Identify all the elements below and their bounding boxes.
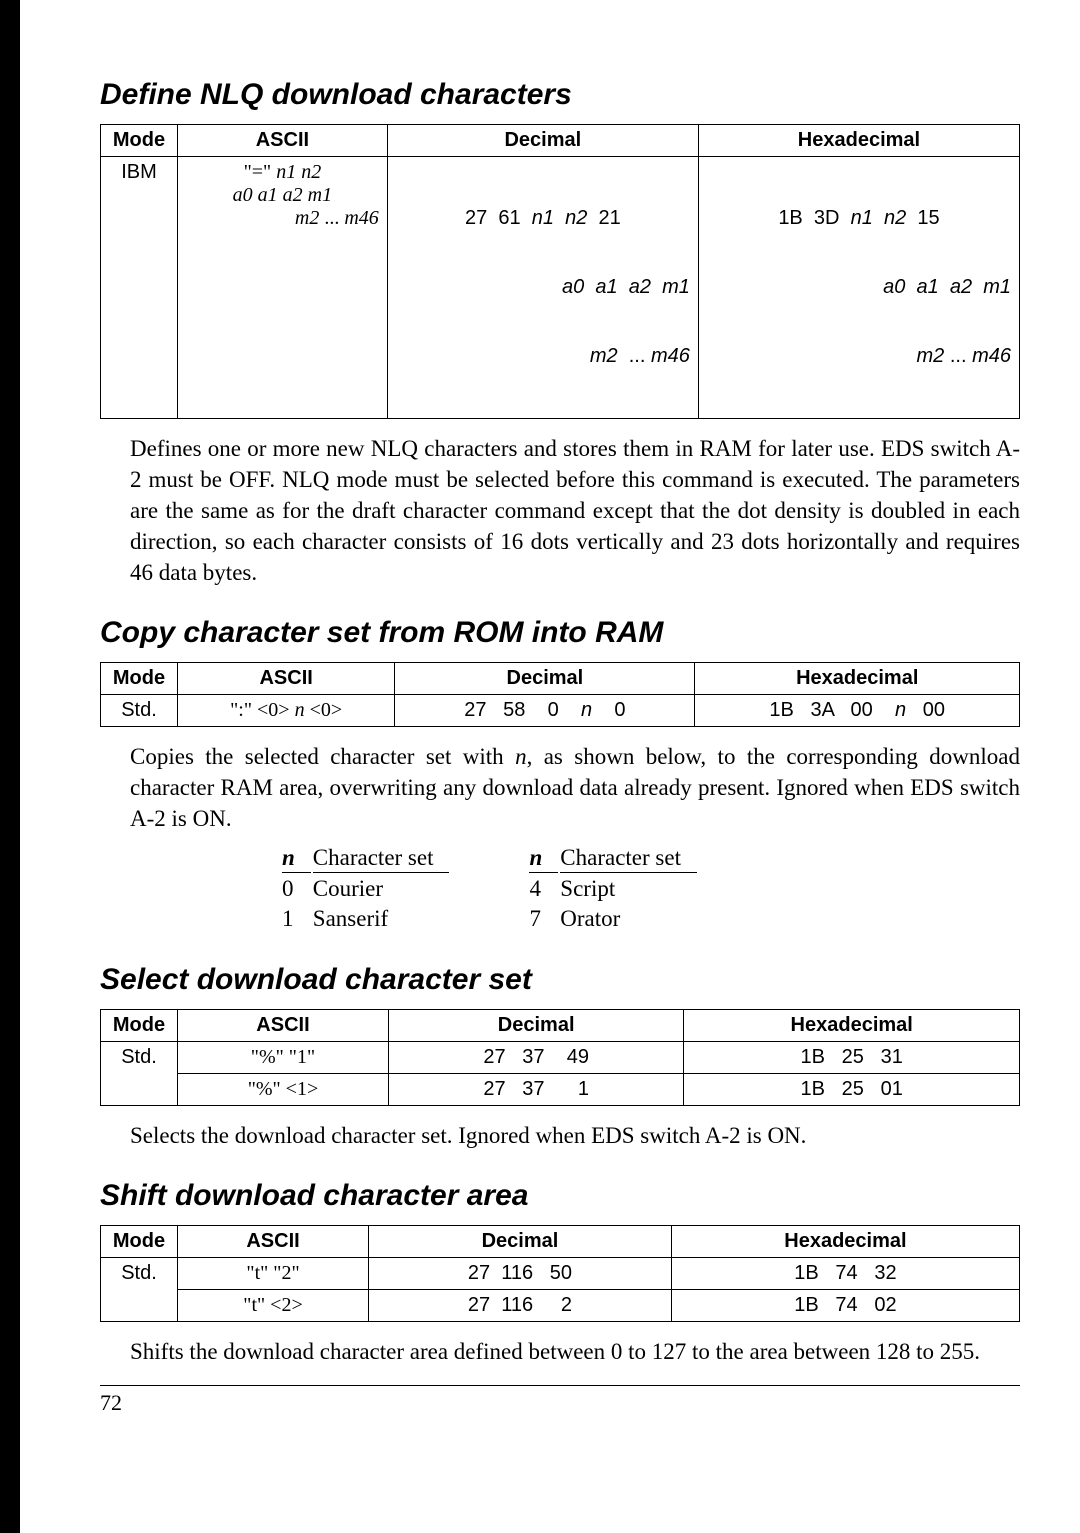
hex-line: 1B 3D n1 n2 15 bbox=[707, 207, 1011, 230]
hex-cell: 1B 25 31 bbox=[684, 1042, 1020, 1074]
charset-label-header: Character set bbox=[560, 844, 697, 873]
hex-cell: 1B 3A 00 n 00 bbox=[695, 695, 1020, 727]
section-title: Shift download character area bbox=[100, 1179, 1020, 1213]
ascii-cell: "t" <2> bbox=[178, 1290, 369, 1322]
col-decimal: Decimal bbox=[387, 125, 698, 157]
col-mode: Mode bbox=[101, 1010, 178, 1042]
charset-name: Orator bbox=[560, 905, 697, 933]
ascii-cell: "%" <1> bbox=[178, 1074, 389, 1106]
page-number: 72 bbox=[100, 1385, 1020, 1416]
dec-line: 27 61 n1 n2 21 bbox=[396, 207, 690, 230]
charset-name: Script bbox=[560, 875, 697, 903]
charset-name: Courier bbox=[313, 875, 450, 903]
col-mode: Mode bbox=[101, 125, 178, 157]
charset-n-header: n bbox=[282, 845, 295, 870]
decimal-cell: 27 37 1 bbox=[388, 1074, 683, 1106]
ascii-cell: ":" <0> n <0> bbox=[178, 695, 395, 727]
charset-label-header: Character set bbox=[313, 844, 450, 873]
page: Define NLQ download characters Mode ASCI… bbox=[0, 0, 1080, 1446]
section-title: Select download character set bbox=[100, 963, 1020, 997]
hex-cell: 1B 3D n1 n2 15 a0 a1 a2 m1 m2 ... m46 bbox=[698, 157, 1019, 419]
body-text: Copies the selected character set with n… bbox=[130, 741, 1020, 834]
hex-line: m2 ... m46 bbox=[707, 345, 1011, 368]
col-hex: Hexadecimal bbox=[695, 663, 1020, 695]
ascii-cell: "=" n1 n2 a0 a1 a2 m1 m2 ... m46 bbox=[178, 157, 388, 419]
hex-cell: 1B 74 32 bbox=[671, 1258, 1019, 1290]
charset-table: n Character set n Character set 0 Courie… bbox=[280, 842, 699, 935]
col-ascii: ASCII bbox=[178, 663, 395, 695]
hex-cell: 1B 25 01 bbox=[684, 1074, 1020, 1106]
body-text: Selects the download character set. Igno… bbox=[130, 1120, 1020, 1151]
decimal-cell: 27 58 0 n 0 bbox=[395, 695, 695, 727]
charset-n: 7 bbox=[529, 905, 558, 933]
col-ascii: ASCII bbox=[178, 1226, 369, 1258]
col-ascii: ASCII bbox=[178, 1010, 389, 1042]
col-decimal: Decimal bbox=[395, 663, 695, 695]
body-text: Shifts the download character area defin… bbox=[130, 1336, 1020, 1367]
decimal-cell: 27 116 50 bbox=[369, 1258, 672, 1290]
col-ascii: ASCII bbox=[178, 125, 388, 157]
charset-n: 1 bbox=[282, 905, 311, 933]
col-mode: Mode bbox=[101, 1226, 178, 1258]
mode-cell: Std. bbox=[101, 1258, 178, 1322]
decimal-cell: 27 116 2 bbox=[369, 1290, 672, 1322]
command-table: Mode ASCII Decimal Hexadecimal Std. "t" … bbox=[100, 1225, 1020, 1322]
col-mode: Mode bbox=[101, 663, 178, 695]
col-hex: Hexadecimal bbox=[698, 125, 1019, 157]
charset-n: 4 bbox=[529, 875, 558, 903]
mode-cell: IBM bbox=[101, 157, 178, 419]
charset-n-header: n bbox=[529, 845, 542, 870]
ascii-cell: "%" "1" bbox=[178, 1042, 389, 1074]
decimal-cell: 27 61 n1 n2 21 a0 a1 a2 m1 m2 ... m46 bbox=[387, 157, 698, 419]
command-table: Mode ASCII Decimal Hexadecimal IBM "=" n… bbox=[100, 124, 1020, 419]
ascii-line: m2 ... m46 bbox=[186, 207, 379, 230]
command-table: Mode ASCII Decimal Hexadecimal Std. "%" … bbox=[100, 1009, 1020, 1106]
section-title: Define NLQ download characters bbox=[100, 78, 1020, 112]
ascii-cell: "t" "2" bbox=[178, 1258, 369, 1290]
hex-line: a0 a1 a2 m1 bbox=[707, 276, 1011, 299]
col-hex: Hexadecimal bbox=[684, 1010, 1020, 1042]
body-text: Defines one or more new NLQ characters a… bbox=[130, 433, 1020, 588]
col-decimal: Decimal bbox=[388, 1010, 683, 1042]
command-table: Mode ASCII Decimal Hexadecimal Std. ":" … bbox=[100, 662, 1020, 727]
ascii-line: a0 a1 a2 m1 bbox=[186, 184, 379, 207]
dec-line: m2 ... m46 bbox=[396, 345, 690, 368]
col-hex: Hexadecimal bbox=[671, 1226, 1019, 1258]
ascii-line: "=" n1 n2 bbox=[186, 161, 379, 184]
dec-line: a0 a1 a2 m1 bbox=[396, 276, 690, 299]
col-decimal: Decimal bbox=[369, 1226, 672, 1258]
section-title: Copy character set from ROM into RAM bbox=[100, 616, 1020, 650]
decimal-cell: 27 37 49 bbox=[388, 1042, 683, 1074]
mode-cell: Std. bbox=[101, 695, 178, 727]
charset-name: Sanserif bbox=[313, 905, 450, 933]
charset-n: 0 bbox=[282, 875, 311, 903]
hex-cell: 1B 74 02 bbox=[671, 1290, 1019, 1322]
mode-cell: Std. bbox=[101, 1042, 178, 1106]
